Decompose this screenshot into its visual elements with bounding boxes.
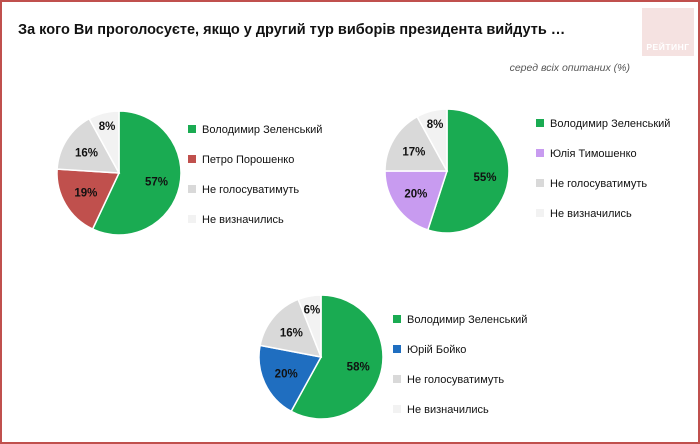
legend-2: Володимир Зеленський Юлія Тимошенко Не гол… (536, 118, 670, 220)
legend-label: Юлія Тимошенко (550, 148, 637, 160)
legend-swatch (393, 375, 401, 383)
pie-chart-3: 58% 20% 16%6% Володимир Зеленський Юрій Бойк… (258, 294, 527, 420)
pie-slice-4 (88, 110, 120, 174)
slice-value-label: 55% (473, 172, 496, 184)
legend-label: Петро Порошенко (202, 154, 294, 166)
legend-swatch (536, 179, 544, 187)
logo-text: РЕЙТИНГ (646, 42, 690, 52)
legend-label: Володимир Зеленський (550, 118, 670, 130)
pie-slice-1 (426, 108, 510, 234)
slice-value-label: 8% (427, 119, 444, 131)
pie-slice-2 (258, 344, 323, 413)
legend-swatch (188, 155, 196, 163)
slice-value-label: 19% (74, 188, 97, 200)
pie-slice-1 (91, 110, 182, 236)
legend-swatch (393, 405, 401, 413)
pie-slice-3 (259, 298, 323, 358)
pie-slice-2 (56, 168, 121, 231)
slice-value-label: 17% (402, 146, 425, 158)
legend-label: Не голосуватимуть (202, 184, 299, 196)
pie-slice-4 (416, 108, 448, 172)
legend-swatch (536, 119, 544, 127)
slice-value-label: 6% (304, 305, 321, 317)
legend-label: Не визначились (202, 214, 284, 226)
slice-value-label: 16% (280, 328, 303, 340)
pie-chart-2: 55% 20% 17% 8% Володимир Зеленський Юлія Тимо… (384, 108, 670, 234)
legend-label: Не голосуватимуть (550, 178, 647, 190)
legend-swatch (188, 215, 196, 223)
legend-label: Не голосуватимуть (407, 374, 504, 386)
legend-label: Володимир Зеленський (202, 124, 322, 136)
legend-label: Не визначились (407, 404, 489, 416)
pie-slice-3 (384, 115, 449, 172)
legend-label: Не визначились (550, 208, 632, 220)
pie-slice-1 (290, 294, 384, 420)
pie-chart-1: 57% 19% 16% 8% Володимир Зеленський Петро Пор… (56, 110, 322, 236)
chart-subtitle: серед всіх опитаних (%) (509, 62, 630, 74)
rating-logo: РЕЙТИНГ (642, 8, 694, 56)
legend-swatch (393, 315, 401, 323)
slice-value-label: 20% (404, 189, 427, 201)
legend-swatch (188, 125, 196, 133)
slice-value-label: 58% (347, 362, 370, 374)
legend-label: Володимир Зеленський (407, 314, 527, 326)
slice-value-label: 16% (75, 147, 98, 159)
legend-swatch (393, 345, 401, 353)
legend-swatch (188, 185, 196, 193)
legend-label: Юрій Бойко (407, 344, 466, 356)
legend-swatch (536, 149, 544, 157)
slice-value-label: 57% (145, 176, 168, 188)
legend-swatch (536, 209, 544, 217)
page-title: За кого Ви проголосуєте, якщо у другий т… (18, 22, 566, 38)
legend-1: Володимир Зеленський Петро Порошенко Не го… (188, 124, 322, 226)
pie-slice-2 (384, 170, 449, 231)
slice-value-label: 20% (275, 368, 298, 380)
slice-value-label: 8% (99, 121, 116, 133)
legend-3: Володимир Зеленський Юрій Бойко Не голосув… (393, 314, 527, 416)
pie-slice-4 (297, 294, 322, 358)
pie-slice-3 (56, 117, 121, 174)
